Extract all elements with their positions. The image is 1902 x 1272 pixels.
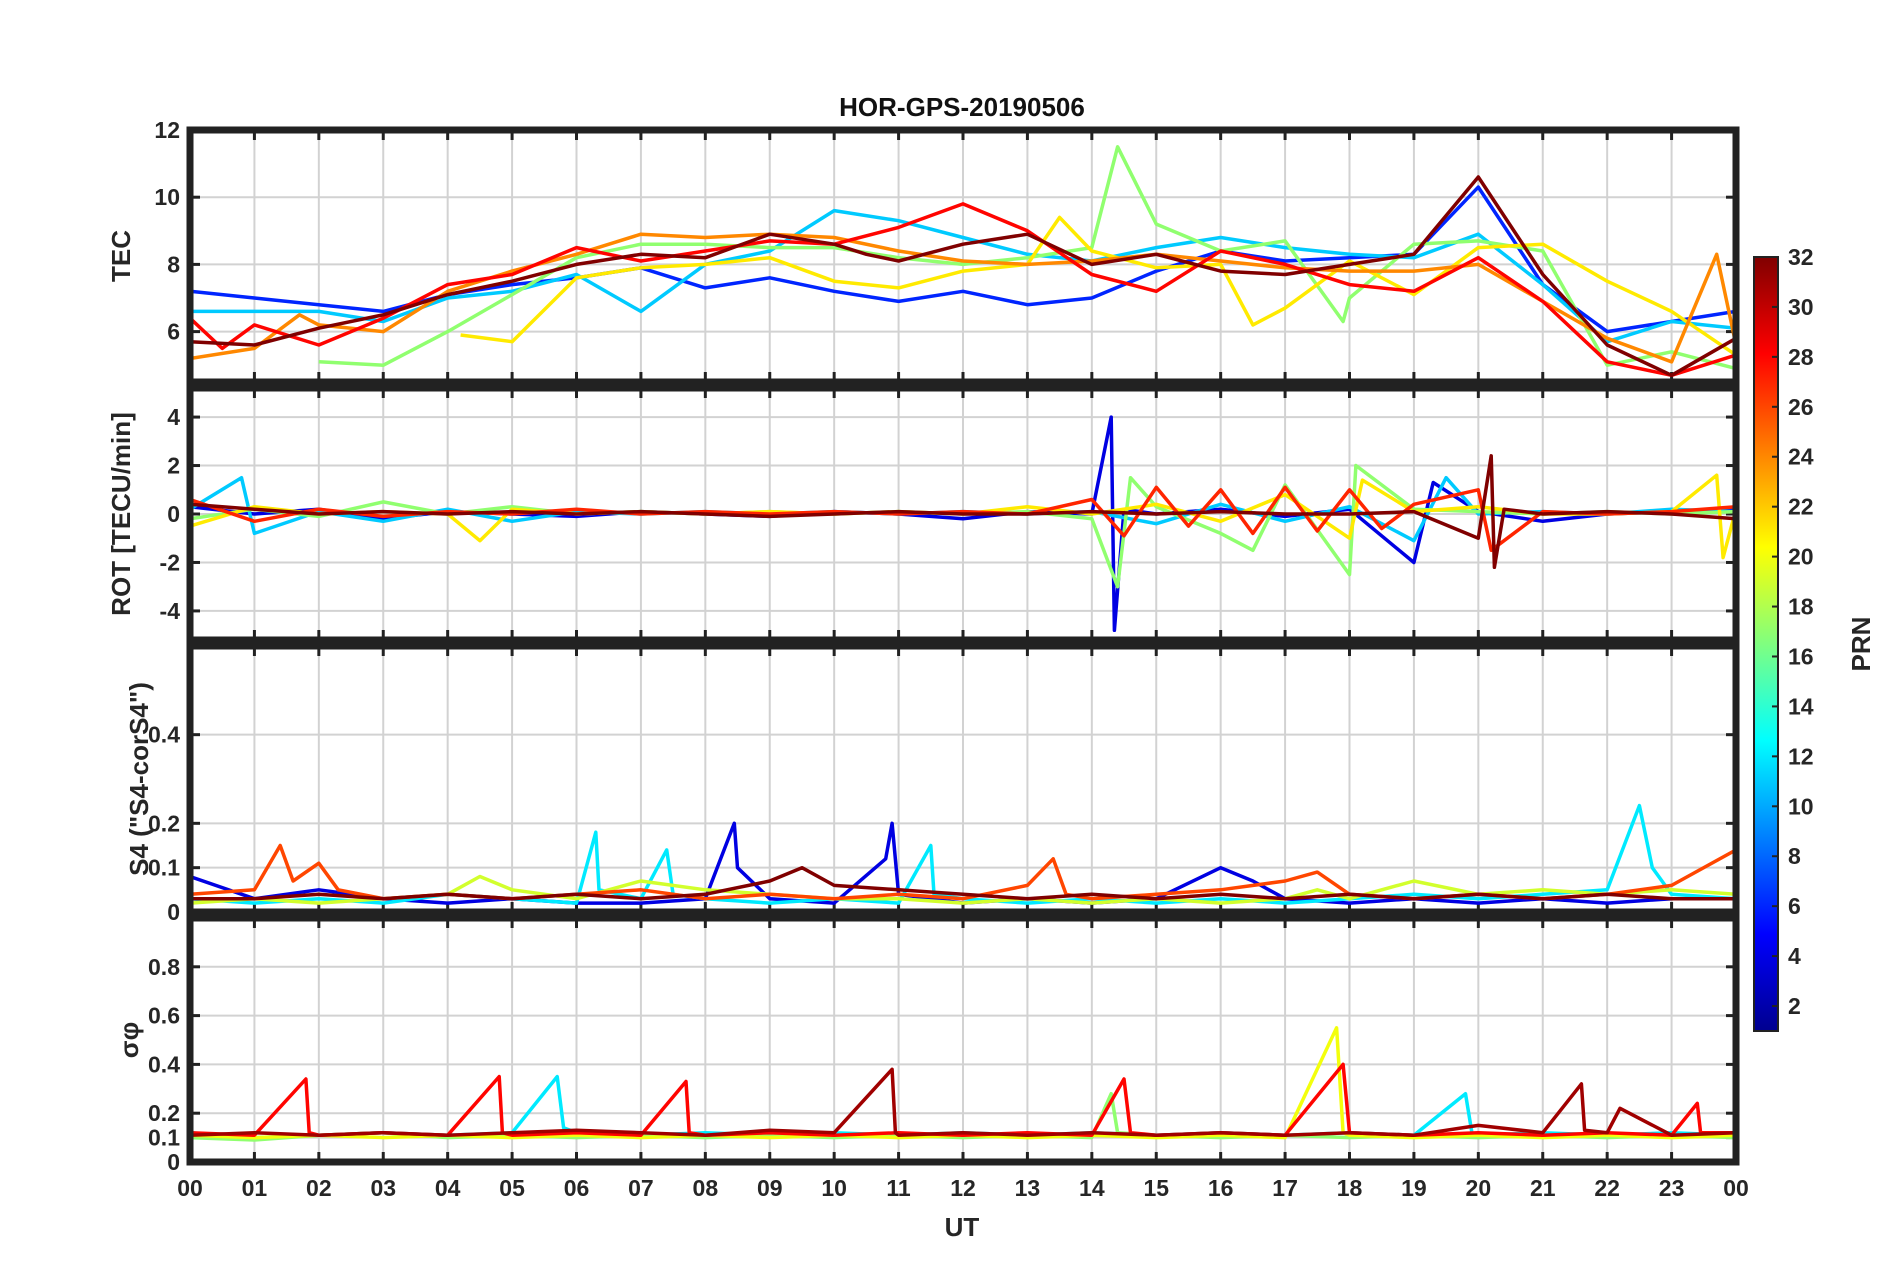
x-tick-label: 21 <box>1530 1175 1556 1201</box>
y-tick-label: 0.2 <box>148 810 180 836</box>
x-tick-label: 07 <box>628 1175 654 1201</box>
y-tick-label: 12 <box>154 117 180 143</box>
colorbar-tick-label: 4 <box>1788 943 1801 969</box>
series-line <box>190 874 1736 905</box>
x-tick-label: 22 <box>1594 1175 1620 1201</box>
series-line <box>190 208 1736 344</box>
x-tick-label: 10 <box>821 1175 847 1201</box>
y-tick-label: 0 <box>167 501 180 527</box>
series-line <box>190 175 1736 378</box>
series-line <box>460 215 1736 357</box>
x-tick-label: 23 <box>1659 1175 1685 1201</box>
series-line <box>190 1067 1736 1137</box>
y-tick-label: 8 <box>167 251 180 277</box>
series-line <box>190 865 1736 901</box>
colorbar-tick-label: 26 <box>1788 394 1814 420</box>
x-tick-label: 09 <box>757 1175 783 1201</box>
x-tick-label: 18 <box>1337 1175 1363 1201</box>
x-tick-label: 02 <box>306 1175 332 1201</box>
colorbar-tick-label: 32 <box>1788 244 1814 270</box>
colorbar-tick-label: 18 <box>1788 594 1814 620</box>
panel-3: 0 0.1 0.2 0.4S4 ("S4-corS4") <box>124 642 1740 925</box>
colorbar-tick-label: 28 <box>1788 344 1814 370</box>
colorbar-tick-label: 20 <box>1788 544 1814 570</box>
y-tick-label: 0.2 <box>148 1100 180 1126</box>
x-tick-label: 05 <box>499 1175 525 1201</box>
y-tick-label: 0 <box>167 899 180 925</box>
x-tick-label: 20 <box>1466 1175 1492 1201</box>
x-tick-label: 11 <box>886 1175 911 1201</box>
x-tick-label: 01 <box>242 1175 268 1201</box>
x-axis-label: UT <box>945 1212 980 1242</box>
y-tick-label: 2 <box>167 453 180 479</box>
panel-frame <box>186 384 1740 644</box>
panel-frame <box>186 642 1740 916</box>
colorbar-tick-label: 24 <box>1788 444 1814 470</box>
y-tick-label: 0.4 <box>148 1051 180 1077</box>
colorbar-tick-label: 16 <box>1788 643 1814 669</box>
y-tick-label: 0.8 <box>148 954 180 980</box>
series-line <box>190 454 1736 570</box>
colorbar-tick-label: 2 <box>1788 993 1801 1019</box>
y-axis-label: TEC <box>106 230 136 282</box>
colorbar-tick-label: 10 <box>1788 793 1814 819</box>
x-tick-label: 03 <box>370 1175 396 1201</box>
series-line <box>190 485 1736 553</box>
y-tick-label: 4 <box>167 404 180 430</box>
panel-1: 6 8 10 12 TEC <box>106 117 1740 386</box>
x-tick-label: 08 <box>693 1175 719 1201</box>
y-tick-label: -4 <box>160 598 181 624</box>
series-group <box>190 1026 1736 1142</box>
y-tick-label: 0 <box>167 1149 180 1175</box>
x-tick-label: 15 <box>1143 1175 1169 1201</box>
y-axis-label: ROT [TECU/min] <box>106 412 136 616</box>
panel-4: 00.10.2 0.4 0.6 0.8 σφ <box>114 914 1740 1175</box>
x-tick-label: 00 <box>177 1175 203 1201</box>
series-group <box>190 145 1736 378</box>
chart-title: HOR-GPS-20190506 <box>839 92 1085 122</box>
panel-2: -4 -2 0 2 4 ROT [TECU/min] <box>106 384 1740 644</box>
panel-frame <box>186 126 1740 386</box>
colorbar-tick-label: 6 <box>1788 893 1801 919</box>
x-tick-label: 00 <box>1723 1175 1749 1201</box>
x-tick-label: 13 <box>1015 1175 1041 1201</box>
colorbar-gradient <box>1753 256 1779 1032</box>
x-tick-label: 06 <box>564 1175 590 1201</box>
colorbar-tick-label: 8 <box>1788 843 1801 869</box>
y-tick-label: 0.6 <box>148 1003 180 1029</box>
series-line <box>190 232 1736 364</box>
y-tick-label: 6 <box>167 319 180 345</box>
colorbar-tick-label: 30 <box>1788 294 1814 320</box>
series-group <box>190 803 1736 905</box>
x-tick-label: 16 <box>1208 1175 1234 1201</box>
x-tick-label: 17 <box>1272 1175 1298 1201</box>
colorbar-label: PRN <box>1846 617 1876 672</box>
colorbar-tick-label: 14 <box>1788 693 1814 719</box>
x-tick-label: 14 <box>1079 1175 1105 1201</box>
colorbar-tick-label: 12 <box>1788 743 1814 769</box>
y-tick-label: 0.4 <box>148 722 180 748</box>
y-tick-label: 0.1 <box>148 855 180 881</box>
panel-frame <box>186 914 1740 1166</box>
series-group <box>190 415 1736 633</box>
x-tick-label: 19 <box>1401 1175 1427 1201</box>
series-line <box>318 145 1736 371</box>
x-tick-label: 04 <box>435 1175 461 1201</box>
colorbar-tick-label: 22 <box>1788 494 1814 520</box>
y-tick-label: 0.1 <box>148 1125 180 1151</box>
y-tick-label: 10 <box>154 184 180 210</box>
y-axis-label: S4 ("S4-corS4") <box>124 682 154 876</box>
y-axis-label: σφ <box>114 1022 144 1058</box>
x-tick-label: 12 <box>950 1175 976 1201</box>
y-tick-label: -2 <box>160 549 180 575</box>
x-axis: 00 01 02 03 04 05 06 07 08 09 10 11 12 13 14 15 16 17 18 19… <box>177 1175 1749 1201</box>
